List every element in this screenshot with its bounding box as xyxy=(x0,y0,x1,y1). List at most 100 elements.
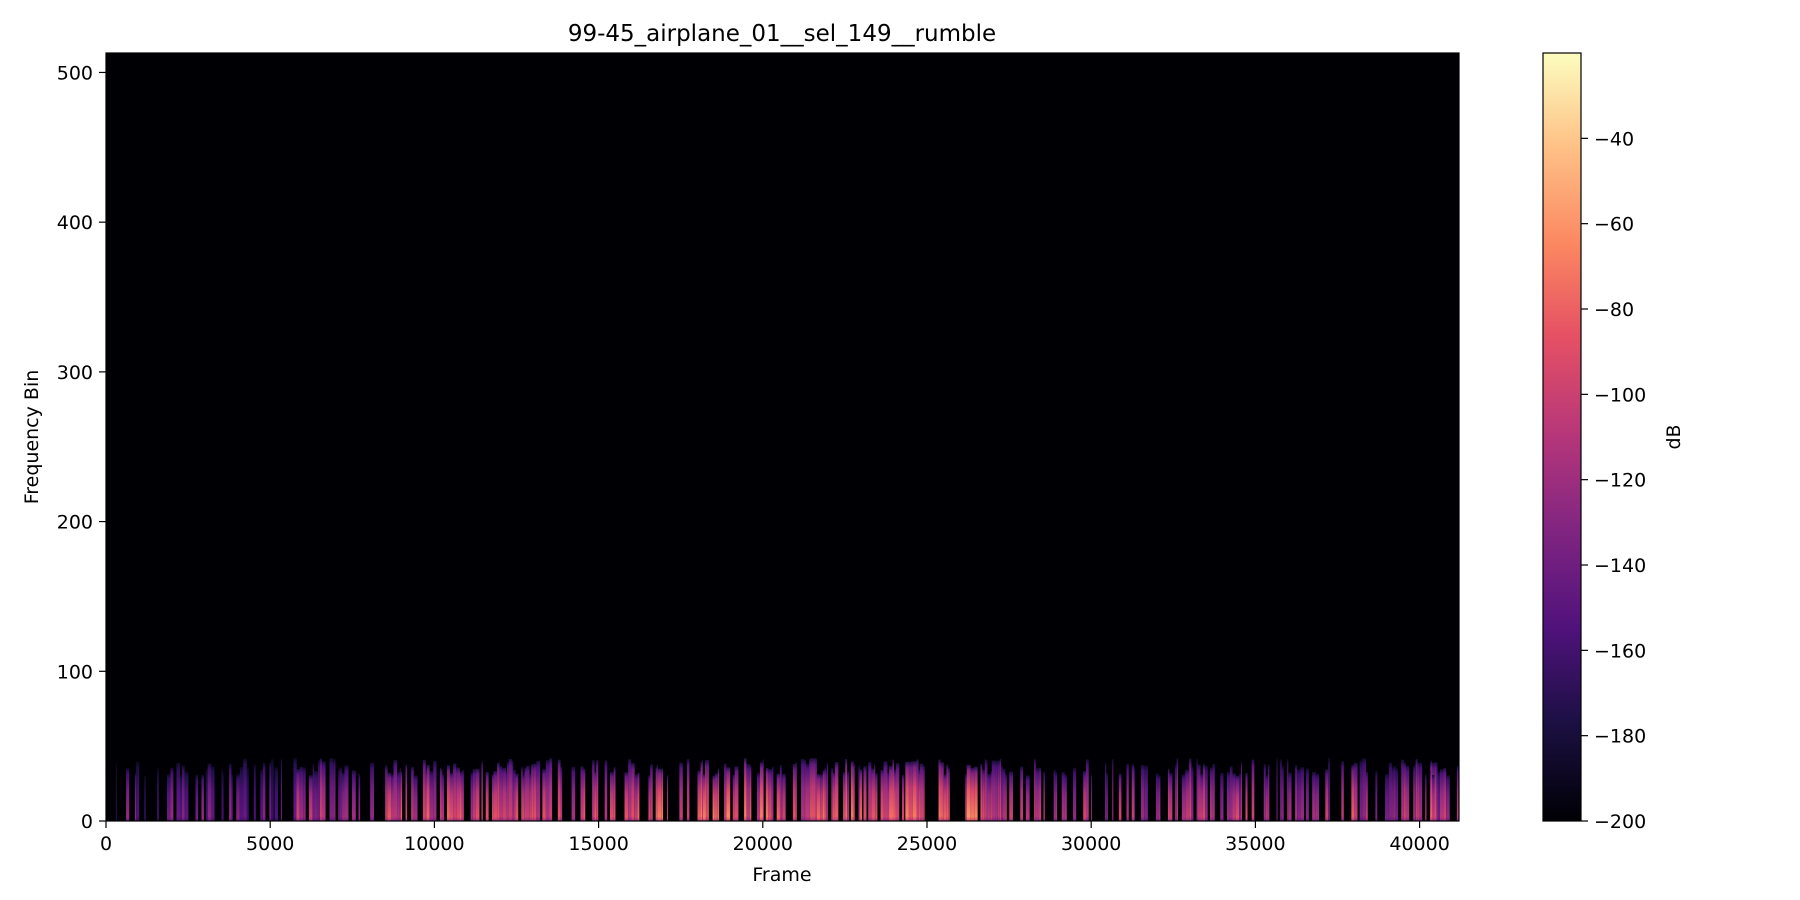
x-tick-label: 20000 xyxy=(733,833,793,855)
spectrogram-column xyxy=(624,772,629,821)
spectrogram-column xyxy=(545,760,550,821)
x-tick-label: 30000 xyxy=(1061,833,1121,855)
spectrogram-column xyxy=(847,771,850,821)
spectrogram-column xyxy=(806,764,810,821)
spectrogram-column xyxy=(1055,772,1058,821)
y-tick-label: 0 xyxy=(81,811,93,833)
spectrogram-column xyxy=(115,761,117,821)
spectrogram-column xyxy=(157,768,159,821)
spectrogram-column xyxy=(859,769,862,821)
spectrogram-column xyxy=(1434,762,1437,821)
spectrogram-column xyxy=(892,759,894,821)
spectrogram-column xyxy=(765,767,769,821)
spectrogram-column xyxy=(370,762,375,821)
spectrogram-column xyxy=(472,769,476,821)
spectrogram-column xyxy=(293,758,297,821)
spectrogram-column xyxy=(475,768,480,821)
spectrogram-column xyxy=(269,762,271,821)
spectrogram-column xyxy=(1415,759,1418,821)
spectrogram-column xyxy=(706,759,709,821)
colorbar-tick-label: −40 xyxy=(1594,128,1634,150)
spectrogram-column xyxy=(425,770,427,821)
spectrogram-column xyxy=(831,768,833,821)
spectrogram-column xyxy=(136,761,140,821)
spectrogram-column xyxy=(714,773,718,821)
spectrogram-column xyxy=(1315,773,1320,821)
spectrogram-column xyxy=(655,768,657,821)
spectrogram-column xyxy=(513,769,516,821)
spectrogram-column xyxy=(1239,773,1241,821)
colorbar-tick-label: −100 xyxy=(1594,384,1646,406)
spectrogram-column xyxy=(243,758,247,821)
spectrogram-column xyxy=(446,765,450,821)
spectrogram-column xyxy=(497,762,500,821)
spectrogram-column xyxy=(923,765,925,821)
spectrogram-column xyxy=(1287,759,1289,821)
spectrogram-column xyxy=(1039,767,1042,821)
spectrogram-column xyxy=(997,760,1000,821)
spectrogram-column xyxy=(485,771,489,821)
spectrogram-column xyxy=(938,759,941,821)
spectrogram-column xyxy=(460,772,462,821)
colorbar-tick-label: −120 xyxy=(1594,470,1646,492)
spectrogram-column xyxy=(391,774,394,821)
spectrogram-column xyxy=(351,770,356,821)
spectrogram-column xyxy=(1005,774,1007,821)
spectrogram-column xyxy=(237,774,240,821)
spectrogram-column xyxy=(880,769,884,821)
spectrogram-column xyxy=(1232,773,1236,821)
spectrogram-column xyxy=(1429,771,1431,821)
spectrogram-column xyxy=(1009,771,1013,821)
spectrogram-column xyxy=(386,766,388,821)
spectrogram-column xyxy=(734,766,739,821)
spectrogram-column xyxy=(832,772,835,821)
colorbar xyxy=(1542,52,1582,822)
spectrogram-column xyxy=(167,774,171,821)
spectrogram-column xyxy=(1131,764,1135,821)
spectrogram-column xyxy=(995,760,998,821)
spectrogram-column xyxy=(144,775,146,821)
chart-title: 99-45_airplane_01__sel_149__rumble xyxy=(568,21,996,47)
spectrogram-column xyxy=(637,772,640,821)
spectrogram-column xyxy=(318,759,320,821)
spectrogram-column xyxy=(1395,768,1399,821)
spectrogram-column xyxy=(724,763,727,821)
spectrogram-column xyxy=(426,764,430,821)
spectrogram-column xyxy=(982,769,985,821)
colorbar-tick-label: −160 xyxy=(1594,640,1646,662)
spectrogram-column xyxy=(526,765,530,821)
spectrogram-column xyxy=(239,767,244,821)
colorbar-tick-label: −80 xyxy=(1594,299,1634,321)
spectrogram-column xyxy=(1155,773,1159,821)
spectrogram-column xyxy=(1267,764,1270,821)
spectrogram-column xyxy=(399,767,401,821)
spectrogram-column xyxy=(845,759,848,821)
spectrogram-column xyxy=(170,767,174,821)
spectrogram-column xyxy=(1106,772,1108,821)
spectrogram-column xyxy=(858,765,860,821)
spectrogram-column xyxy=(560,766,563,821)
spectrogram-column xyxy=(236,775,238,821)
spectrogram-column xyxy=(397,772,400,821)
spectrogram-column xyxy=(1091,774,1093,821)
spectrogram-column xyxy=(1240,761,1242,821)
spectrogram-column xyxy=(179,774,182,821)
spectrogram-column xyxy=(342,772,345,821)
spectrogram-column xyxy=(1388,762,1393,821)
spectrogram-column xyxy=(700,762,703,821)
spectrogram-column xyxy=(1226,772,1230,821)
spectrogram-column xyxy=(1167,768,1170,821)
spectrogram-column xyxy=(303,767,306,821)
spectrogram-column xyxy=(1053,769,1056,821)
spectrogram-column xyxy=(222,772,224,821)
spectrogram-column xyxy=(804,759,806,821)
spectrogram-column xyxy=(1158,775,1161,821)
spectrogram-column xyxy=(980,763,983,821)
spectrogram-column xyxy=(549,758,553,821)
spectrogram-column xyxy=(744,758,747,821)
spectrogram-column xyxy=(824,768,826,821)
spectrogram-column xyxy=(650,764,653,821)
spectrogram-column xyxy=(492,774,494,821)
spectrogram-column xyxy=(631,763,635,821)
spectrogram-column xyxy=(717,768,720,821)
